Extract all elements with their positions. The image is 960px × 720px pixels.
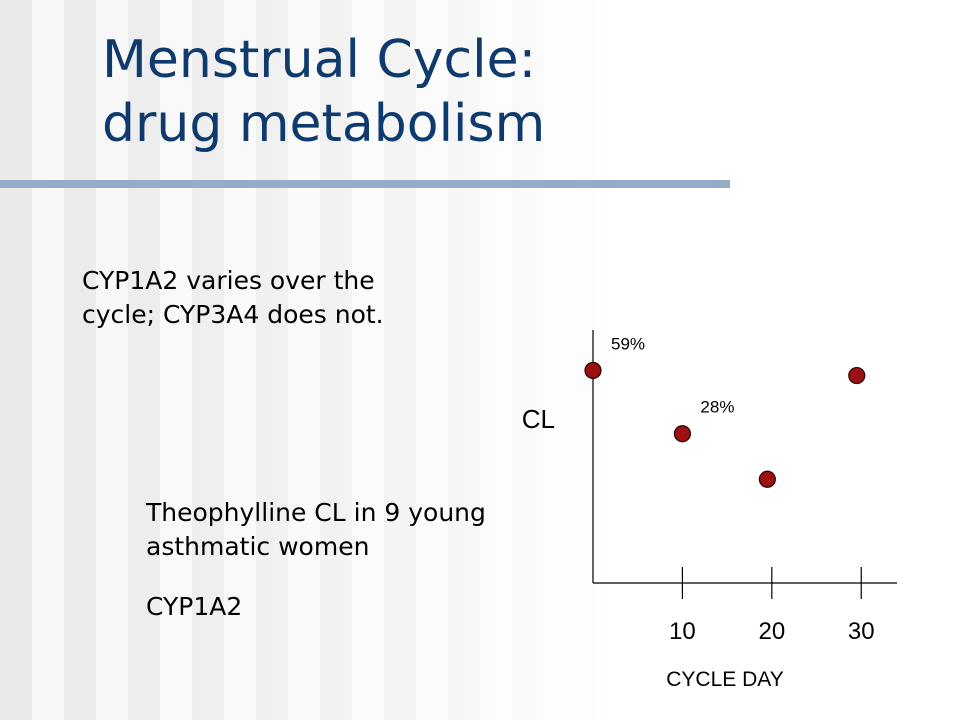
data-label: 28%	[700, 398, 734, 417]
x-tick-label: 20	[758, 618, 785, 645]
data-point	[584, 361, 602, 380]
data-point	[758, 470, 776, 488]
bullet-text: CYP1A2 varies over the cycle; CYP3A4 doe…	[82, 266, 384, 329]
x-tick-label: 10	[669, 618, 696, 645]
data-label: 59%	[611, 334, 645, 353]
data-point	[673, 425, 692, 443]
chart-caption-enzyme: CYP1A2	[146, 592, 243, 621]
slide-title-line-2: drug metabolism	[102, 94, 546, 154]
y-axis-label: CL	[522, 404, 555, 434]
slide-title-line-1: Menstrual Cycle:	[102, 30, 537, 90]
chart-caption: Theophylline CL in 9 young asthmatic wom…	[146, 498, 486, 561]
slide-title: Menstrual Cycle: drug metabolism	[102, 28, 545, 156]
x-axis-label: CYCLE DAY	[666, 668, 783, 691]
title-underline-rule	[0, 180, 730, 188]
data-point	[848, 366, 866, 385]
x-tick-label: 30	[848, 618, 875, 645]
